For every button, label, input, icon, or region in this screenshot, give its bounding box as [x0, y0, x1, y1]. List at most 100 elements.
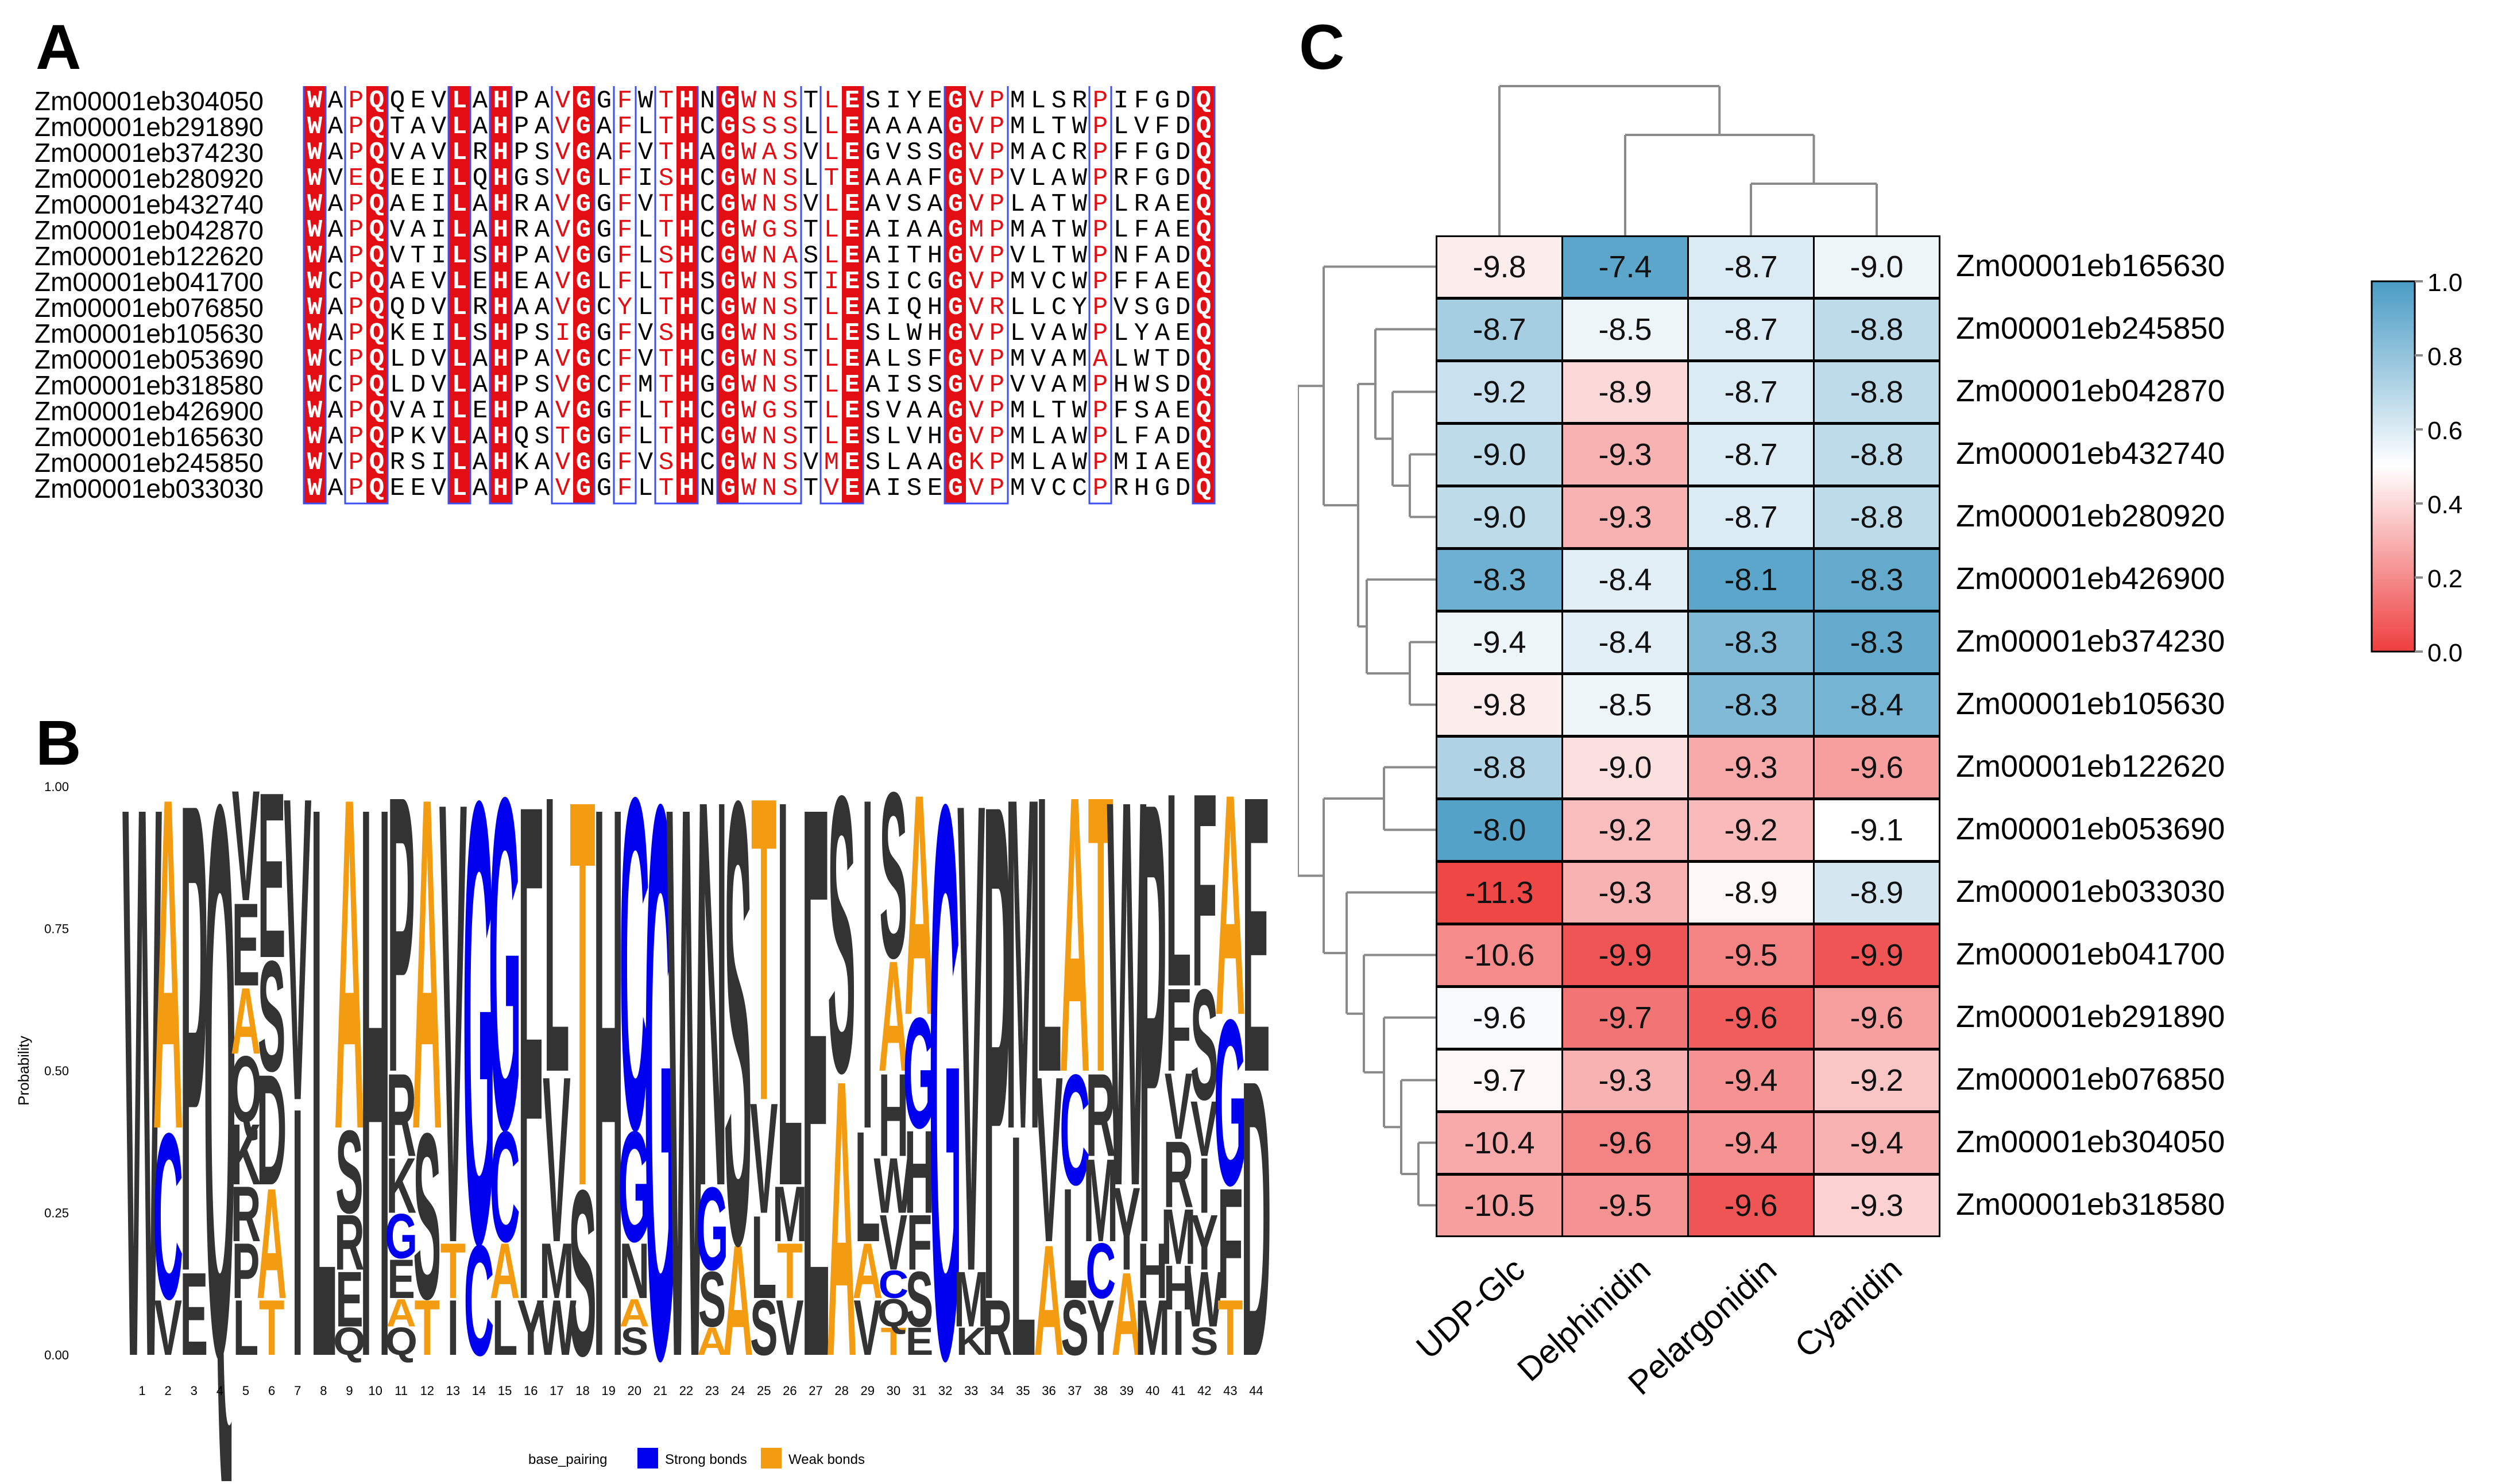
logo-letter: L — [492, 1284, 517, 1372]
logo-letter: Q — [230, 1037, 262, 1143]
colorbar-tick: 0.2 — [2427, 565, 2462, 593]
logo-letter: I — [447, 1284, 459, 1372]
heatmap-cell: -9.6 — [1436, 986, 1563, 1049]
logo-position-label: 29 — [860, 1384, 874, 1398]
heatmap-cell: -9.7 — [1436, 1049, 1563, 1112]
heatmap-cell: -9.6 — [1687, 1174, 1815, 1237]
logo-letter: T — [440, 1227, 466, 1315]
logo-letter: V — [880, 1199, 908, 1287]
sequence-id: Zm00001eb042870 — [34, 215, 264, 245]
logo-letter: A — [1060, 718, 1090, 1154]
logo-letter: H — [593, 718, 624, 1481]
logo-position-label: 1 — [138, 1384, 145, 1398]
panel-label-b: B — [36, 708, 82, 778]
logo-position-label: 42 — [1197, 1384, 1211, 1398]
logo-position-label: 22 — [679, 1384, 693, 1398]
logo-letter: L — [855, 1098, 880, 1275]
logo-letter: K — [386, 1142, 416, 1230]
logo-letter: A — [1034, 1212, 1064, 1389]
heatmap-cell: -9.4 — [1687, 1111, 1815, 1175]
heatmap-cell: -9.4 — [1436, 611, 1563, 674]
heatmap-row-label: Zm00001eb165630 — [1956, 249, 2225, 283]
heatmap-cell: -9.6 — [1813, 736, 1940, 799]
logo-position-label: 2 — [165, 1384, 172, 1398]
logo-letter: E — [232, 878, 260, 1011]
logo-letter: E — [802, 718, 830, 1481]
logo-letter: Q — [204, 718, 237, 1481]
logo-letter: E — [258, 743, 286, 1008]
logo-letter: H — [1138, 1227, 1168, 1315]
logo-position-label: 43 — [1223, 1384, 1237, 1398]
sequence-id: Zm00001eb122620 — [34, 241, 264, 271]
logo-letter: M — [772, 1170, 807, 1258]
logo-letter: A — [826, 997, 857, 1439]
heatmap-cell: -8.7 — [1436, 298, 1563, 361]
heatmap-row-label: Zm00001eb105630 — [1956, 687, 2225, 721]
logo-letter: V — [1165, 1054, 1193, 1160]
logo-letter: F — [1192, 735, 1217, 1044]
logo-letter: C — [490, 1098, 520, 1275]
logo-letter: A — [1215, 729, 1246, 1082]
legend-label: base_pairing — [528, 1452, 607, 1467]
logo-letter: R — [1163, 1122, 1194, 1228]
logo-letter: T — [1217, 1284, 1243, 1372]
colorbar-tick: 0.6 — [2427, 417, 2462, 445]
logo-letter: R — [386, 1049, 416, 1181]
heatmap-cell: -8.7 — [1687, 423, 1815, 486]
logo-letter: M — [1006, 718, 1041, 1229]
logo-letter: L — [544, 718, 569, 1154]
logo-y-tick: 0.75 — [44, 922, 69, 936]
logo-letter: I — [1198, 1142, 1210, 1230]
heatmap-cell: -9.0 — [1561, 736, 1689, 799]
sequence-id: Zm00001eb304050 — [34, 86, 264, 116]
logo-letter: Y — [1113, 1163, 1141, 1295]
logo-position-label: 30 — [887, 1384, 900, 1398]
logo-letter: L — [1062, 1155, 1087, 1332]
logo-letter: M — [539, 1227, 574, 1315]
heatmap-cell: -11.3 — [1436, 861, 1563, 924]
heatmap-cell: -9.0 — [1813, 235, 1940, 299]
logo-letter: W — [1107, 718, 1147, 1301]
logo-letter: L — [751, 1191, 776, 1323]
logo-letter: T — [259, 1284, 284, 1372]
heatmap-cell: -8.1 — [1687, 548, 1815, 611]
heatmap-cell: -8.7 — [1687, 361, 1815, 424]
logo-letter: A — [852, 1227, 883, 1315]
logo-letter: A — [334, 718, 365, 1229]
logo-letter: S — [1190, 956, 1219, 1133]
logo-letter: L — [777, 718, 802, 1301]
sequence-id: Zm00001eb041700 — [34, 267, 264, 297]
logo-letter: A — [697, 1319, 728, 1363]
logo-position-label: 4 — [216, 1384, 223, 1398]
logo-letter: H — [879, 1049, 909, 1181]
logo-letter: S — [620, 1319, 648, 1363]
sequence-logo: Probability 0.00 0.25 0.50 0.75 1.00 W 1 V C A 2 E P 3… — [0, 641, 1298, 1484]
heatmap-cell: -10.4 — [1436, 1111, 1563, 1175]
logo-letter: A — [231, 969, 261, 1075]
logo-letter: Q — [877, 1291, 910, 1335]
logo-letter: R — [982, 1284, 1012, 1372]
logo-letter: L — [1166, 735, 1191, 1044]
heatmap-cell: -8.0 — [1436, 799, 1563, 862]
logo-letter: Q — [385, 1319, 417, 1363]
legend-swatch — [637, 1448, 658, 1468]
heatmap-cell: -9.8 — [1436, 235, 1563, 299]
logo-letter: A — [904, 729, 935, 1082]
logo-letter: F — [518, 718, 543, 1449]
heatmap-cell: -9.2 — [1436, 361, 1563, 424]
heatmap-row-label: Zm00001eb432740 — [1956, 436, 2225, 471]
logo-position-label: 20 — [627, 1384, 641, 1398]
sequence-id: Zm00001eb426900 — [34, 396, 264, 426]
heatmap-cell: -8.9 — [1687, 861, 1815, 924]
docking-heatmap: 0.0 0.2 0.4 0.6 0.8 1.0 -9.8 -7.4 -8.7 -9.0 Zm000… — [1298, 0, 2517, 1481]
logo-position-label: 34 — [990, 1384, 1004, 1398]
logo-letter: G — [929, 718, 962, 1481]
logo-letter: F — [1217, 1155, 1243, 1332]
legend-swatch — [761, 1448, 782, 1468]
heatmap-cell: -8.3 — [1687, 611, 1815, 674]
logo-position-label: 31 — [913, 1384, 926, 1398]
logo-letter: V — [853, 1284, 881, 1372]
logo-position-label: 6 — [268, 1384, 275, 1398]
heatmap-row-label: Zm00001eb304050 — [1956, 1125, 2225, 1159]
